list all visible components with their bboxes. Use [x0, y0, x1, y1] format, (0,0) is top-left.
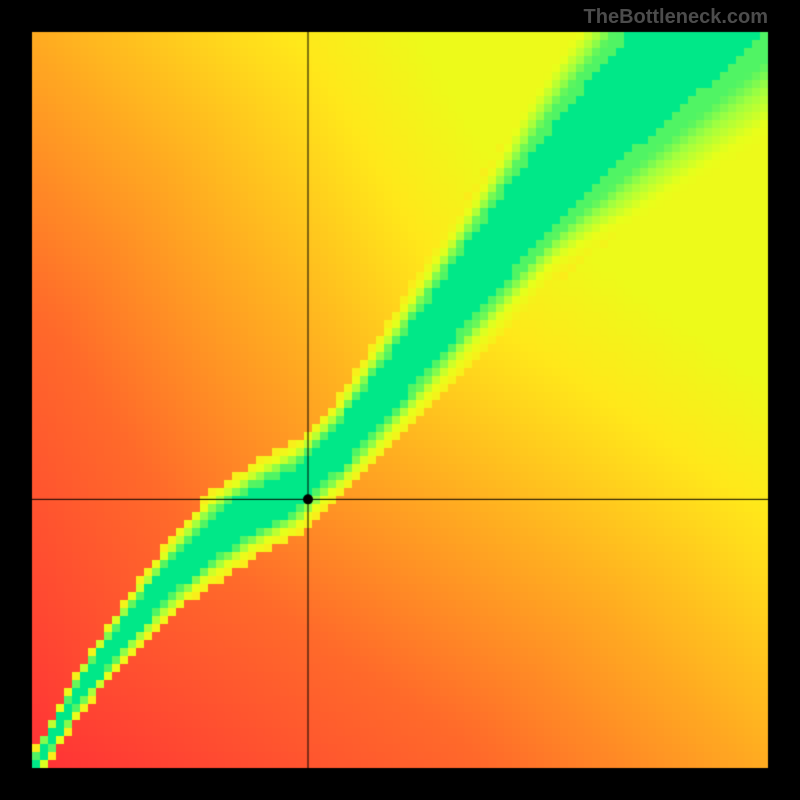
chart-container: TheBottleneck.com	[0, 0, 800, 800]
bottleneck-heatmap	[0, 0, 800, 800]
watermark-text: TheBottleneck.com	[584, 6, 768, 29]
